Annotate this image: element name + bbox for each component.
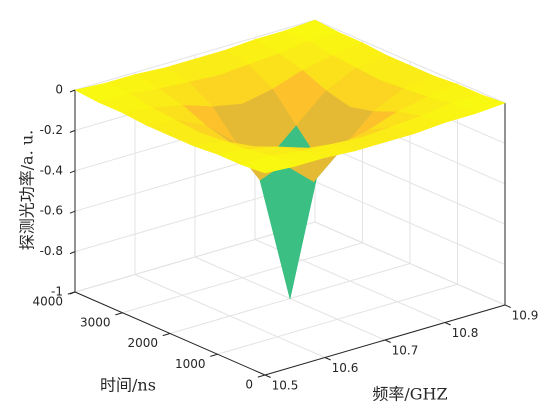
tick-mark: [384, 339, 391, 343]
x-axis-label: 频率/GHZ: [372, 385, 447, 404]
y-tick-label: 2000: [127, 336, 158, 350]
z-tick-label: -1: [51, 285, 63, 299]
tick-mark: [257, 374, 266, 378]
grid-line: [122, 242, 363, 314]
tick-mark: [69, 210, 76, 214]
x-tick-label: 10.6: [332, 361, 359, 375]
tick-mark: [324, 357, 331, 361]
tick-mark: [444, 322, 451, 326]
x-tick-label: 10.5: [272, 379, 299, 393]
grid-line: [314, 140, 506, 225]
z-axis-label: 探测光功率/a. u.: [18, 130, 37, 251]
x-tick-label: 10.7: [392, 344, 419, 358]
grid-line: [314, 221, 506, 306]
y-tick-label: 3000: [80, 315, 111, 329]
z-tick-label: -0.6: [40, 204, 63, 218]
grid-line: [314, 181, 506, 266]
tick-mark: [69, 291, 76, 295]
z-tick-label: -0.4: [40, 163, 63, 177]
tick-mark: [115, 312, 123, 316]
tick-mark: [69, 129, 76, 133]
surface-cell: [240, 155, 296, 174]
z-tick-label: -0.8: [40, 244, 63, 258]
grid-line: [314, 19, 506, 104]
tick-mark: [69, 251, 76, 255]
tick-mark: [210, 353, 218, 357]
z-tick-label: -0.2: [40, 123, 63, 137]
tick-mark: [69, 170, 76, 174]
z-tick-label: 0: [55, 83, 63, 97]
grid-line: [74, 19, 316, 91]
x-tick-label: 10.9: [512, 309, 539, 323]
tick-mark: [504, 304, 511, 308]
y-tick-label: 0: [245, 378, 253, 392]
y-tick-label: 4000: [32, 295, 63, 309]
surface-cell: [259, 163, 315, 299]
grid-line: [217, 283, 458, 355]
y-axis-label: 时间/ns: [100, 376, 156, 395]
tick-mark: [162, 333, 171, 337]
y-tick-label: 1000: [175, 357, 206, 371]
tick-mark: [264, 374, 271, 378]
x-tick-label: 10.8: [452, 326, 479, 340]
tick-mark: [69, 89, 76, 93]
